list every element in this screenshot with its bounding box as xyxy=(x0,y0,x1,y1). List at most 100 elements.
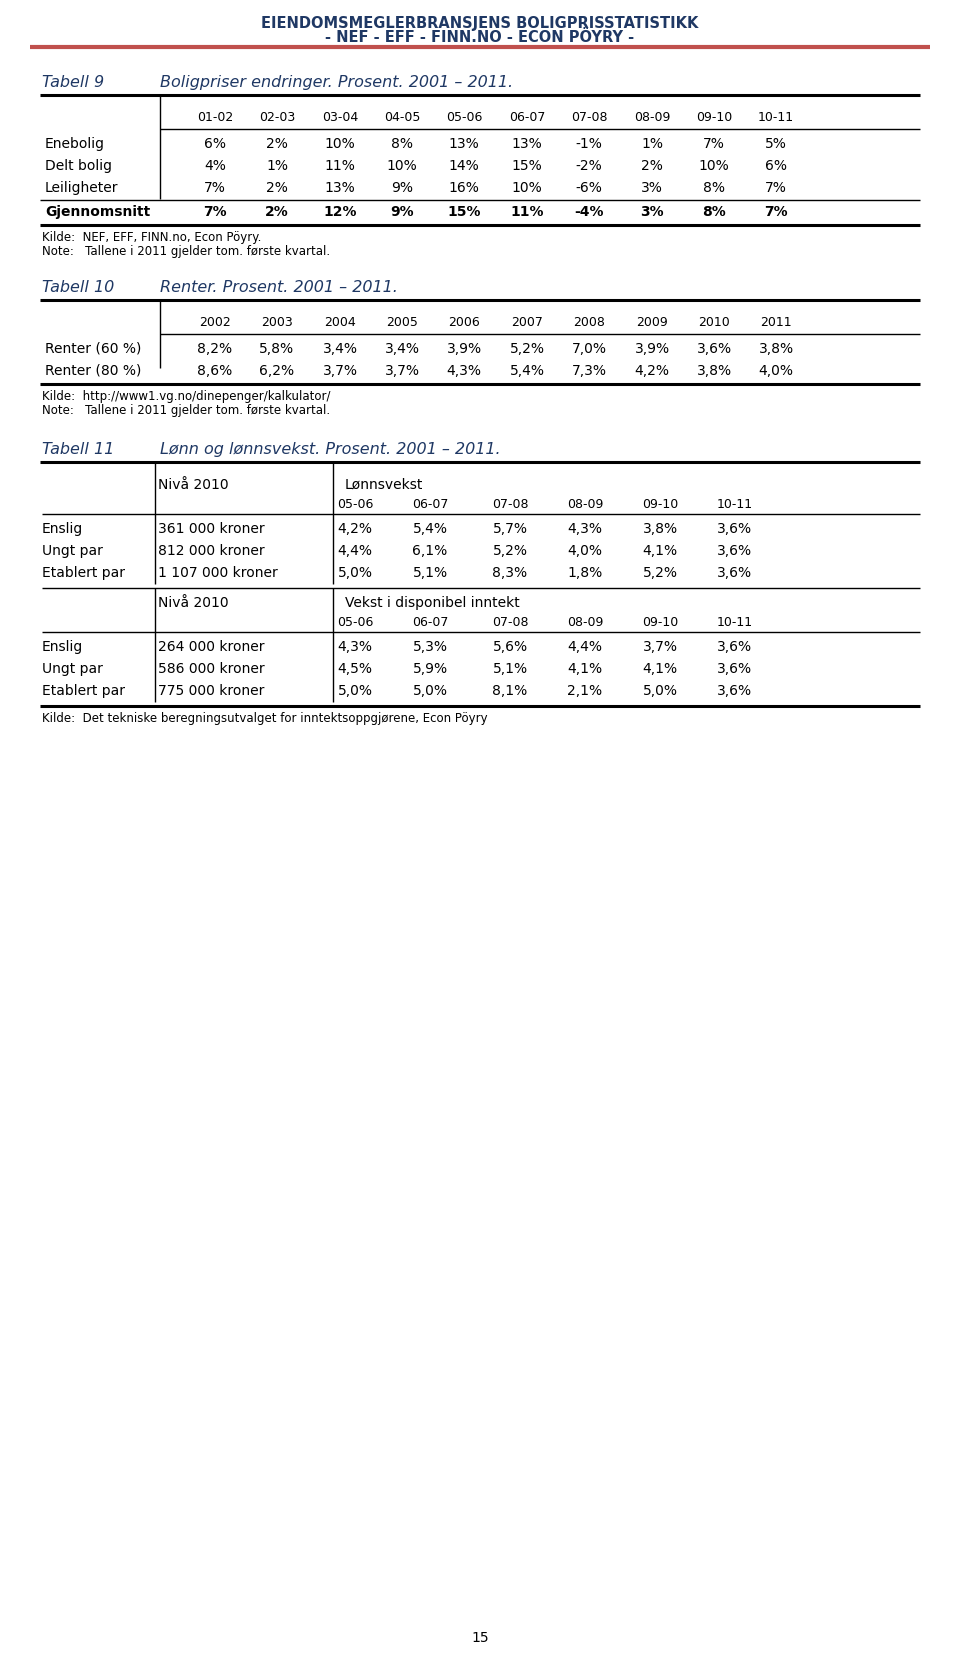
Text: 4,1%: 4,1% xyxy=(567,662,603,677)
Text: 5,3%: 5,3% xyxy=(413,640,447,653)
Text: 3,8%: 3,8% xyxy=(642,523,678,536)
Text: 3%: 3% xyxy=(640,204,663,219)
Text: 16%: 16% xyxy=(448,181,479,194)
Text: 2010: 2010 xyxy=(698,317,730,328)
Text: 2002: 2002 xyxy=(199,317,230,328)
Text: 4,0%: 4,0% xyxy=(758,363,794,379)
Text: 5,0%: 5,0% xyxy=(338,683,372,698)
Text: Enslig: Enslig xyxy=(42,523,84,536)
Text: 10%: 10% xyxy=(324,137,355,151)
Text: 3,6%: 3,6% xyxy=(696,342,732,357)
Text: 812 000 kroner: 812 000 kroner xyxy=(158,544,265,558)
Text: 7,0%: 7,0% xyxy=(571,342,607,357)
Text: 5,2%: 5,2% xyxy=(510,342,544,357)
Text: 3,7%: 3,7% xyxy=(642,640,678,653)
Text: 15%: 15% xyxy=(447,204,481,219)
Text: 5%: 5% xyxy=(765,137,787,151)
Text: 05-06: 05-06 xyxy=(337,616,373,630)
Text: 8%: 8% xyxy=(702,204,726,219)
Text: 10-11: 10-11 xyxy=(717,497,753,511)
Text: 5,8%: 5,8% xyxy=(259,342,295,357)
Text: 2%: 2% xyxy=(265,204,289,219)
Text: 06-07: 06-07 xyxy=(412,497,448,511)
Text: 9%: 9% xyxy=(391,181,413,194)
Text: Tabell 10: Tabell 10 xyxy=(42,280,114,295)
Text: Note:   Tallene i 2011 gjelder tom. første kvartal.: Note: Tallene i 2011 gjelder tom. første… xyxy=(42,404,330,417)
Text: 5,1%: 5,1% xyxy=(492,662,528,677)
Text: 3,6%: 3,6% xyxy=(717,523,753,536)
Text: Vekst i disponibel inntekt: Vekst i disponibel inntekt xyxy=(345,596,519,610)
Text: 2008: 2008 xyxy=(573,317,605,328)
Text: 07-08: 07-08 xyxy=(492,616,528,630)
Text: 3,6%: 3,6% xyxy=(717,566,753,580)
Text: 3,9%: 3,9% xyxy=(446,342,482,357)
Text: 3,4%: 3,4% xyxy=(323,342,357,357)
Text: 7%: 7% xyxy=(703,137,725,151)
Text: 11%: 11% xyxy=(511,204,543,219)
Text: 9%: 9% xyxy=(390,204,414,219)
Text: 4%: 4% xyxy=(204,159,226,173)
Text: 5,2%: 5,2% xyxy=(492,544,527,558)
Text: -1%: -1% xyxy=(576,137,603,151)
Text: Enslig: Enslig xyxy=(42,640,84,653)
Text: 09-10: 09-10 xyxy=(696,111,732,124)
Text: 15%: 15% xyxy=(512,159,542,173)
Text: 05-06: 05-06 xyxy=(337,497,373,511)
Text: 3,8%: 3,8% xyxy=(696,363,732,379)
Text: 4,0%: 4,0% xyxy=(567,544,603,558)
Text: Delt bolig: Delt bolig xyxy=(45,159,112,173)
Text: 6,1%: 6,1% xyxy=(413,544,447,558)
Text: 10%: 10% xyxy=(387,159,418,173)
Text: 6,2%: 6,2% xyxy=(259,363,295,379)
Text: 2003: 2003 xyxy=(261,317,293,328)
Text: Tabell 9: Tabell 9 xyxy=(42,75,104,90)
Text: 09-10: 09-10 xyxy=(642,497,678,511)
Text: Renter. Prosent. 2001 – 2011.: Renter. Prosent. 2001 – 2011. xyxy=(160,280,397,295)
Text: 1%: 1% xyxy=(266,159,288,173)
Text: 361 000 kroner: 361 000 kroner xyxy=(158,523,265,536)
Text: 264 000 kroner: 264 000 kroner xyxy=(158,640,265,653)
Text: 3,4%: 3,4% xyxy=(385,342,420,357)
Text: 3,6%: 3,6% xyxy=(717,544,753,558)
Text: 7,3%: 7,3% xyxy=(571,363,607,379)
Text: Lønn og lønnsvekst. Prosent. 2001 – 2011.: Lønn og lønnsvekst. Prosent. 2001 – 2011… xyxy=(160,442,500,457)
Text: 4,1%: 4,1% xyxy=(642,662,678,677)
Text: 4,4%: 4,4% xyxy=(567,640,603,653)
Text: 5,7%: 5,7% xyxy=(492,523,527,536)
Text: 8%: 8% xyxy=(703,181,725,194)
Text: 12%: 12% xyxy=(324,204,357,219)
Text: 10-11: 10-11 xyxy=(717,616,753,630)
Text: 6%: 6% xyxy=(204,137,226,151)
Text: Tabell 11: Tabell 11 xyxy=(42,442,114,457)
Text: Renter (60 %): Renter (60 %) xyxy=(45,342,141,357)
Text: -2%: -2% xyxy=(576,159,602,173)
Text: 14%: 14% xyxy=(448,159,479,173)
Text: 4,2%: 4,2% xyxy=(635,363,669,379)
Text: 09-10: 09-10 xyxy=(642,616,678,630)
Text: 2007: 2007 xyxy=(511,317,543,328)
Text: 02-03: 02-03 xyxy=(259,111,295,124)
Text: 5,0%: 5,0% xyxy=(338,566,372,580)
Text: 2004: 2004 xyxy=(324,317,356,328)
Text: 06-07: 06-07 xyxy=(509,111,545,124)
Text: 586 000 kroner: 586 000 kroner xyxy=(158,662,265,677)
Text: 2005: 2005 xyxy=(386,317,418,328)
Text: Boligpriser endringer. Prosent. 2001 – 2011.: Boligpriser endringer. Prosent. 2001 – 2… xyxy=(160,75,514,90)
Text: 13%: 13% xyxy=(512,137,542,151)
Text: 5,2%: 5,2% xyxy=(642,566,678,580)
Text: 3,6%: 3,6% xyxy=(717,683,753,698)
Text: Ungt par: Ungt par xyxy=(42,544,103,558)
Text: 5,0%: 5,0% xyxy=(413,683,447,698)
Text: Etablert par: Etablert par xyxy=(42,683,125,698)
Text: 8%: 8% xyxy=(391,137,413,151)
Text: 2%: 2% xyxy=(641,159,663,173)
Text: Nivå 2010: Nivå 2010 xyxy=(158,596,228,610)
Text: 15: 15 xyxy=(471,1631,489,1645)
Text: Kilde:  Det tekniske beregningsutvalget for inntektsoppgjørene, Econ Pöyry: Kilde: Det tekniske beregningsutvalget f… xyxy=(42,712,488,725)
Text: 11%: 11% xyxy=(324,159,355,173)
Text: 7%: 7% xyxy=(204,181,226,194)
Text: -4%: -4% xyxy=(574,204,604,219)
Text: 5,4%: 5,4% xyxy=(510,363,544,379)
Text: 08-09: 08-09 xyxy=(566,497,603,511)
Text: 2006: 2006 xyxy=(448,317,480,328)
